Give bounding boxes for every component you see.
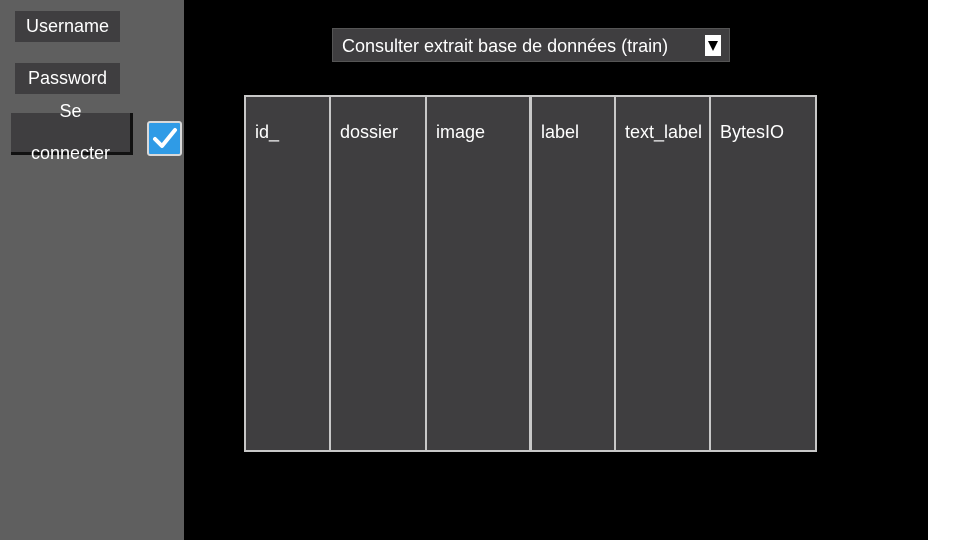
checkmark-icon [153, 128, 177, 148]
table-column-dossier: dossier [331, 97, 427, 450]
password-field[interactable]: Password [15, 63, 120, 94]
dataset-select-value: Consulter extrait base de données (train… [342, 36, 669, 56]
login-button-label-line2: connecter [30, 143, 111, 163]
column-header-label[interactable]: label [541, 122, 580, 142]
dataset-select[interactable]: Consulter extrait base de données (train… [332, 28, 730, 62]
table-column-text-label: text_label [616, 97, 711, 450]
column-header-text-label[interactable]: text_label [625, 122, 703, 142]
password-label: Password [27, 68, 108, 88]
dropdown-toggle[interactable] [705, 35, 721, 56]
username-label: Username [25, 16, 110, 36]
column-header-dossier[interactable]: dossier [340, 122, 399, 142]
table-column-id: id_ [246, 97, 331, 450]
column-header-id[interactable]: id_ [255, 122, 280, 142]
username-field[interactable]: Username [15, 11, 120, 42]
remember-checkbox[interactable] [147, 121, 182, 156]
login-button[interactable]: Se connecter [11, 101, 133, 163]
login-button-label-line1: Se [59, 101, 82, 121]
table-column-label: label [532, 97, 616, 450]
sidebar: Username Password Se connecter [0, 0, 184, 540]
data-table: id_ dossier image label text_label Bytes… [244, 95, 817, 452]
triangle-down-icon [708, 41, 718, 51]
table-column-image: image [427, 97, 532, 450]
column-header-image[interactable]: image [436, 122, 486, 142]
column-header-bytesio[interactable]: BytesIO [720, 122, 785, 142]
table-column-bytesio: BytesIO [711, 97, 815, 450]
